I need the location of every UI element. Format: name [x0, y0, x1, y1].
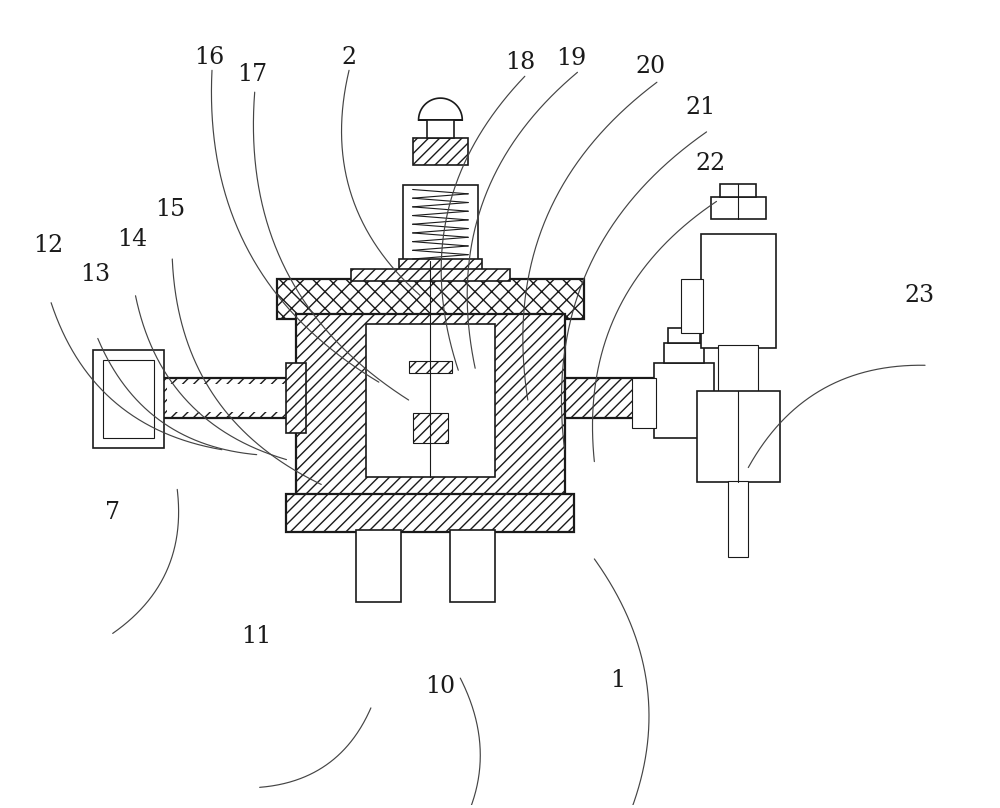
Text: 14: 14 [117, 228, 148, 251]
Bar [664, 343, 704, 364]
Text: 13: 13 [80, 263, 110, 285]
Bar [697, 391, 780, 482]
Text: 21: 21 [685, 95, 716, 119]
Bar [403, 184, 478, 264]
Text: 7: 7 [105, 501, 120, 524]
Bar [93, 351, 164, 448]
Bar [277, 279, 584, 318]
Bar [286, 494, 574, 532]
Bar [632, 378, 656, 427]
Bar [427, 120, 454, 138]
Text: 1: 1 [610, 669, 625, 692]
Text: 15: 15 [155, 198, 185, 221]
Polygon shape [419, 98, 462, 120]
Text: 18: 18 [505, 51, 535, 74]
Text: 17: 17 [237, 64, 267, 86]
Bar [701, 234, 776, 348]
Text: 12: 12 [33, 234, 63, 257]
Bar [711, 197, 766, 219]
Text: 16: 16 [194, 46, 224, 69]
Text: 19: 19 [556, 48, 587, 70]
Text: 22: 22 [695, 152, 726, 175]
Bar [296, 314, 565, 498]
Text: 10: 10 [425, 675, 455, 698]
Text: 20: 20 [636, 56, 666, 78]
Bar [654, 364, 714, 438]
Bar [681, 279, 703, 334]
Bar [668, 327, 700, 343]
Bar [351, 269, 510, 281]
Text: 2: 2 [341, 46, 357, 69]
Bar [167, 384, 291, 412]
Bar [399, 259, 482, 274]
Bar [162, 378, 296, 418]
Bar [356, 530, 401, 602]
Bar [409, 361, 452, 373]
Bar [565, 378, 659, 418]
Bar [413, 413, 448, 443]
Bar [718, 345, 758, 393]
Bar [450, 530, 495, 602]
Text: 11: 11 [242, 625, 272, 648]
Text: 23: 23 [904, 284, 934, 307]
Bar [286, 364, 306, 433]
Bar [720, 183, 756, 197]
Bar [413, 138, 468, 165]
Bar [366, 323, 495, 478]
Bar [728, 482, 748, 557]
Bar [103, 360, 154, 438]
